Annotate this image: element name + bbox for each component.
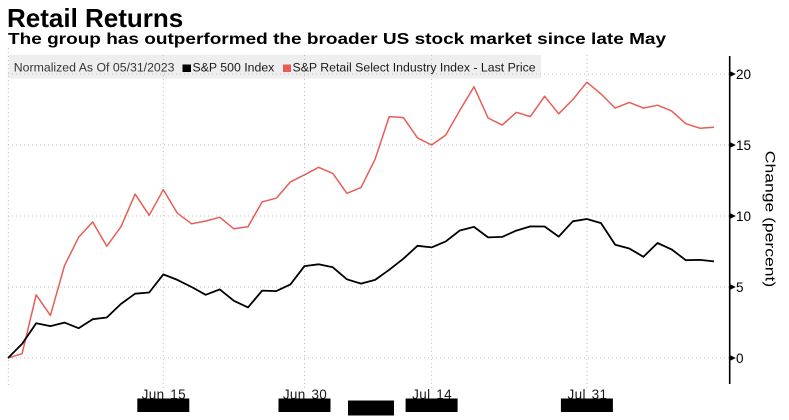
svg-text:Change (percent): Change (percent) [762,151,777,287]
svg-text:Jun 30: Jun 30 [283,387,327,402]
svg-text:S&P 500 Index: S&P 500 Index [193,61,276,75]
svg-text:20: 20 [736,67,751,82]
svg-text:Jun 15: Jun 15 [142,387,186,402]
svg-text:Jul 14: Jul 14 [412,387,452,402]
svg-text:Normalized As Of 05/31/2023: Normalized As Of 05/31/2023 [14,61,175,75]
svg-text:15: 15 [736,138,751,153]
svg-text:5: 5 [736,280,744,295]
svg-text:S&P Retail Select Industry Ind: S&P Retail Select Industry Index - Last … [293,61,536,75]
svg-text:0: 0 [736,351,744,366]
svg-text:10: 10 [736,209,751,224]
svg-text:Jul 31: Jul 31 [567,387,607,402]
